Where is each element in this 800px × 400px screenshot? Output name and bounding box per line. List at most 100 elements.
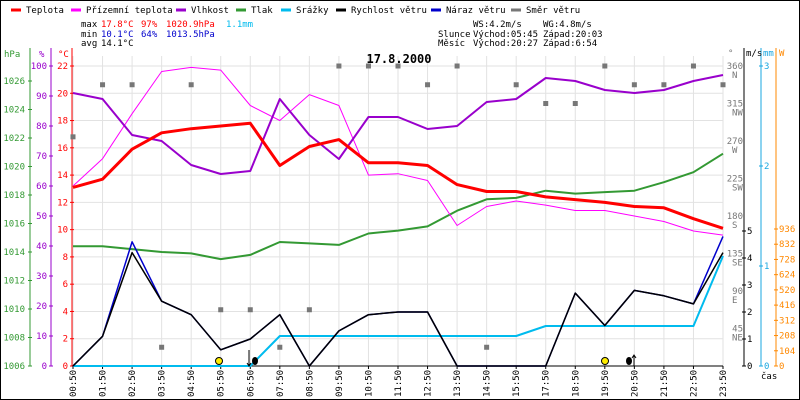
arrow-up-icon: [631, 354, 637, 366]
axis-tick-label-hPa: 1024: [3, 106, 25, 116]
sunrise-icon: [215, 357, 223, 365]
x-tick-label: 13:50: [453, 370, 463, 397]
legend-label: Srážky: [296, 6, 329, 16]
x-tick-label: 09:50: [335, 370, 345, 397]
series-line-vlhkost: [72, 74, 724, 175]
legend-label: Náraz větru: [446, 6, 506, 16]
wind-direction-point: [572, 101, 578, 106]
axis-tick-label-celsius: 4: [63, 307, 68, 317]
wind-direction-point: [365, 63, 371, 69]
series-line-srážky: [73, 255, 724, 367]
wind-direction-point: [690, 63, 696, 69]
moon-label: Měsíc: [438, 39, 466, 49]
axis-tick-label-degrees: 90: [732, 287, 743, 297]
axis-tick-label-hPa: 1020: [3, 163, 25, 173]
wind-direction-point: [336, 63, 342, 69]
axis-tick-label-ms: 4: [747, 254, 752, 264]
sun-label: Slunce: [438, 30, 471, 40]
stats-min-temp: 10.1°C: [101, 30, 134, 40]
legend-label: Teplota: [26, 6, 64, 16]
axis-tick-label-direction: SE: [732, 259, 743, 269]
series-line-rychlost-větru: [72, 251, 724, 367]
axis-tick-label-ms: 1: [747, 335, 752, 345]
axis-tick-label-direction: S: [732, 221, 737, 231]
wind-direction-point: [661, 82, 667, 88]
stats-min-pressure: 1013.5hPa: [166, 30, 215, 40]
axis-tick-label-W: 0: [779, 362, 784, 372]
series-line-tlak: [73, 152, 724, 261]
wind-direction-point: [543, 101, 549, 106]
x-tick-label: 20:50: [630, 370, 640, 397]
axis-tick-label-degrees: 45: [732, 325, 743, 335]
moon-icon: [626, 357, 632, 365]
axis-tick-label-celsius: 12: [57, 198, 68, 208]
axis-tick-label-hPa: 1006: [3, 362, 25, 372]
sunset-icon: [601, 357, 609, 365]
axis-tick-label-percent: 40: [36, 242, 47, 252]
axis-tick-label-percent: 80: [36, 122, 47, 132]
axis-tick-label-ms: 5: [747, 227, 752, 237]
x-tick-label: 02:50: [128, 370, 138, 397]
series-line-teplota: [72, 121, 724, 230]
x-tick-label: 22:50: [689, 370, 699, 397]
axis-tick-label-W: 832: [779, 240, 795, 250]
axis-title-w: W: [779, 49, 785, 59]
moon-rise: Východ:20:27: [473, 39, 539, 49]
x-tick-label: 07:50: [276, 370, 286, 397]
axis-tick-label-degrees: 270: [727, 137, 743, 147]
wind-direction-point: [425, 82, 431, 88]
axis-tick-label-percent: 20: [36, 302, 47, 312]
axis-tick-label-celsius: 8: [63, 253, 68, 263]
axis-tick-label-W: 312: [779, 316, 795, 326]
wind-direction-point: [188, 82, 194, 88]
axis-tick-label-hPa: 1010: [3, 305, 25, 315]
wind-direction-point: [513, 82, 519, 88]
axis-tick-label-hPa: 1026: [3, 77, 25, 87]
wind-direction-point: [247, 307, 253, 313]
x-tick-label: 10:50: [364, 370, 374, 397]
axis-tick-label-percent: 100: [31, 62, 47, 72]
axis-tick-label-W: 624: [779, 271, 795, 281]
series-line-přízemní-teplota: [72, 66, 724, 236]
wind-direction-point: [218, 307, 224, 313]
x-tick-label: 03:50: [158, 370, 168, 397]
legend-label: Směr větru: [526, 6, 580, 16]
axis-tick-label-degrees: 225: [727, 175, 743, 185]
axis-tick-label-percent: 0: [42, 362, 47, 372]
wind-direction-point: [631, 82, 637, 88]
axis-tick-label-hPa: 1018: [3, 191, 25, 201]
axis-tick-label-hPa: 1012: [3, 277, 25, 287]
x-tick-label: 01:50: [99, 370, 109, 397]
stats-max-label: max: [81, 20, 98, 30]
axis-tick-label-direction: NE: [732, 334, 743, 344]
axis-tick-label-W: 520: [779, 286, 795, 296]
axis-tick-label-direction: N: [732, 71, 737, 81]
x-tick-label: 15:50: [512, 370, 522, 397]
moon-set: Západ:6:54: [543, 39, 598, 49]
axis-tick-label-mm: 2: [764, 162, 769, 172]
axis-title-hpa: hPa: [4, 50, 20, 60]
axis-tick-label-celsius: 0: [63, 362, 68, 372]
wind-direction-point: [100, 82, 106, 88]
axis-tick-label-percent: 90: [36, 92, 47, 102]
wind-direction-point: [306, 307, 312, 313]
axis-tick-label-ms: 2: [747, 308, 752, 318]
stats-precip: 1.1mm: [226, 20, 254, 30]
axis-tick-label-hPa: 1014: [3, 248, 25, 258]
legend-label: Rychlost větru: [351, 6, 427, 16]
x-tick-label: 23:50: [719, 370, 729, 397]
stats-avg-label: avg: [81, 39, 98, 49]
axis-tick-label-percent: 10: [36, 332, 47, 342]
axis-tick-label-percent: 30: [36, 272, 47, 282]
chart-title: 17.8.2000: [366, 52, 431, 66]
axis-tick-label-celsius: 10: [57, 226, 68, 236]
x-tick-label: 11:50: [394, 370, 404, 397]
axis-tick-label-direction: W: [732, 146, 738, 156]
arrow-down-icon: [246, 350, 252, 367]
axis-tick-label-ms: 0: [747, 362, 752, 372]
axis-tick-label-celsius: 14: [57, 171, 68, 181]
axis-tick-label-percent: 50: [36, 212, 47, 222]
x-tick-label: 14:50: [483, 370, 493, 397]
axis-title-celsius: °C: [58, 50, 69, 60]
